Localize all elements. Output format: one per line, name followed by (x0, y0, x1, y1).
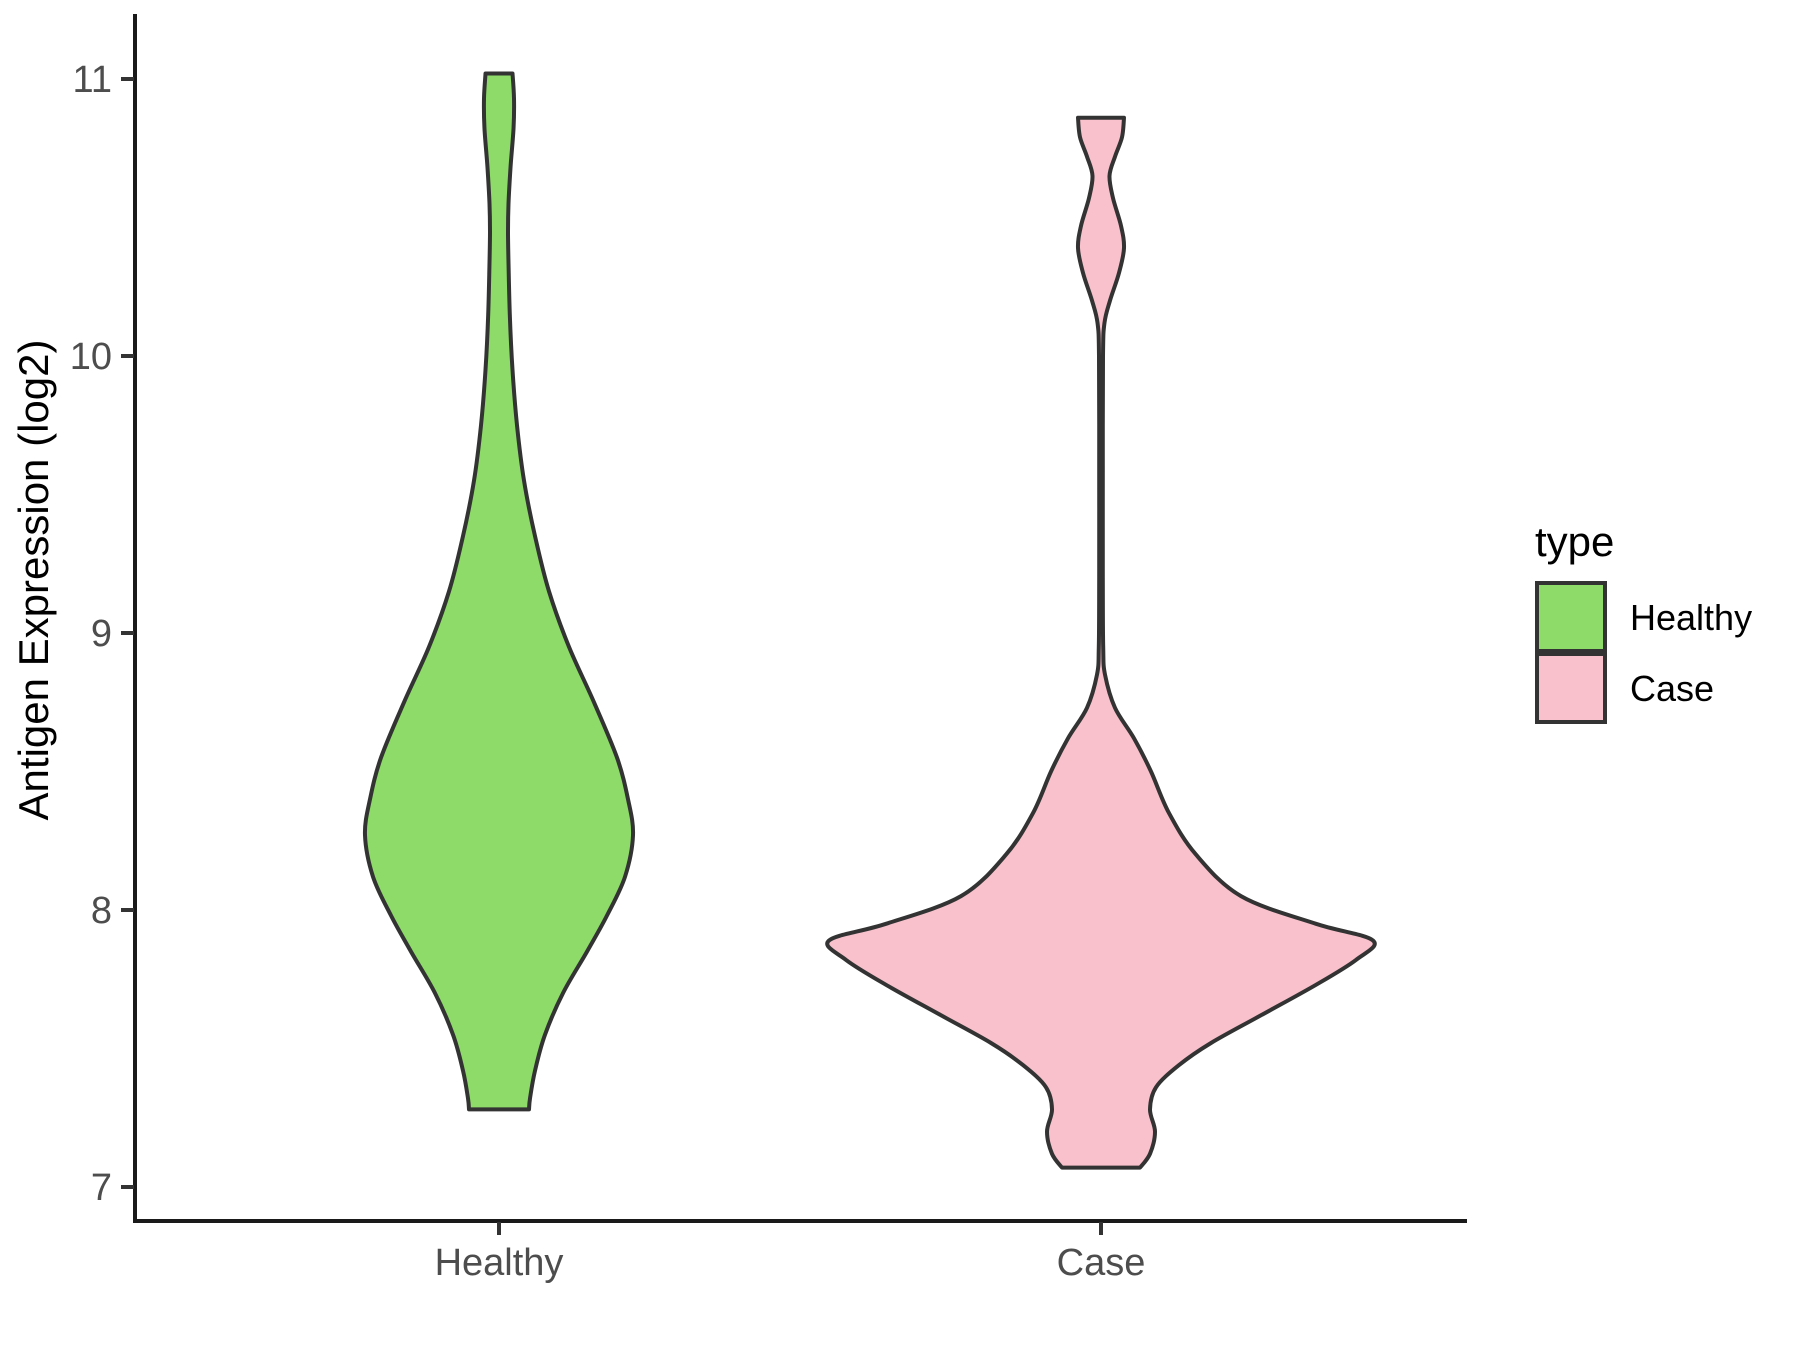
y-tick-label: 11 (73, 59, 112, 101)
y-tick-label: 8 (91, 890, 112, 932)
x-tick-label-healthy: Healthy (435, 1242, 564, 1284)
y-tick-label: 7 (91, 1167, 112, 1209)
violins-group (362, 71, 1377, 1170)
y-tick-label: 10 (70, 336, 112, 378)
legend: type Healthy Case (1535, 518, 1752, 724)
legend-title: type (1535, 518, 1614, 565)
y-axis-ticks: 11 10 9 8 7 (70, 59, 134, 1209)
violin-healthy (362, 71, 636, 1112)
y-tick-label: 9 (91, 613, 112, 655)
violin-case (825, 115, 1377, 1170)
legend-label-healthy: Healthy (1630, 597, 1752, 638)
legend-key-healthy (1535, 581, 1607, 653)
legend-key-case (1535, 652, 1607, 724)
legend-label-case: Case (1630, 668, 1714, 709)
x-tick-label-case: Case (1057, 1242, 1146, 1284)
x-axis-ticks: Healthy Case (435, 1222, 1146, 1284)
y-axis-title: Antigen Expression (log2) (10, 340, 57, 821)
